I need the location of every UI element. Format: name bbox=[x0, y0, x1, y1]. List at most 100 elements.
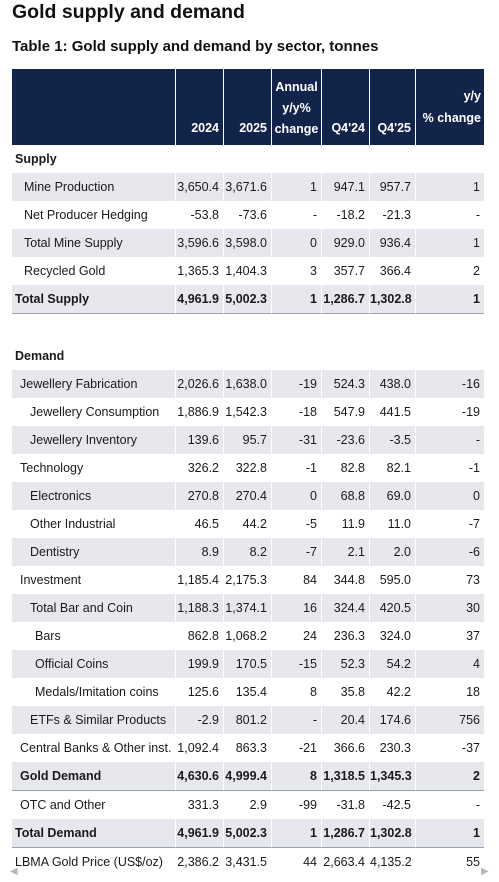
cell-yy: 2 bbox=[473, 264, 480, 278]
row-label: Net Producer Hedging bbox=[12, 201, 176, 229]
table-row-total-demand: Total Demand 4,961.9 5,002.3 1 1,286.7 1… bbox=[12, 819, 484, 848]
cell-yy: -7 bbox=[468, 517, 480, 531]
cell-2024: 4,961.9 bbox=[176, 285, 224, 314]
cell-yy: 18 bbox=[466, 685, 480, 699]
cell-2024: 270.8 bbox=[176, 482, 224, 510]
cell-2025: 3,598.0 bbox=[224, 229, 272, 257]
cell-2024: 1,092.4 bbox=[176, 734, 224, 762]
cell-2024: 326.2 bbox=[176, 454, 224, 482]
header-q4-24: Q4'24 bbox=[322, 69, 370, 145]
row-label: OTC and Other bbox=[12, 791, 176, 819]
cell-yy: 4 bbox=[416, 650, 484, 678]
table-row: ETFs & Similar Products -2.9 801.2 - 20.… bbox=[12, 706, 484, 734]
table-row: Net Producer Hedging -53.8 -73.6 - -18.2… bbox=[12, 201, 484, 229]
cell-q4-25: 1,302.8 bbox=[370, 819, 416, 848]
cell-q4-25: 174.6 bbox=[370, 706, 416, 734]
cell-2024: 139.6 bbox=[176, 426, 224, 454]
cell-2025: 1,374.1 bbox=[224, 594, 272, 622]
row-label: Central Banks & Other inst. bbox=[12, 734, 176, 762]
cell-2024: 862.8 bbox=[176, 622, 224, 650]
chevron-left-icon[interactable]: ◀ bbox=[10, 866, 18, 877]
cell-yy: -1 bbox=[468, 461, 480, 475]
cell-q4-24: 947.1 bbox=[322, 173, 370, 201]
cell-yy: 2 bbox=[416, 762, 484, 791]
cell-annual: 8 bbox=[272, 762, 322, 791]
cell-q4-25: 1,345.3 bbox=[370, 762, 416, 791]
gold-supply-demand-table: 2024 2025 Annual y/y% change Q4'24 Q4'25… bbox=[12, 69, 484, 876]
cell-yy: -16 bbox=[416, 370, 484, 398]
cell-q4-25: 441.5 bbox=[370, 398, 416, 426]
cell-annual: -21 bbox=[272, 734, 322, 762]
cell-2024: 8.9 bbox=[176, 538, 224, 566]
cell-annual: - bbox=[272, 706, 322, 734]
cell-q4-24: 547.9 bbox=[322, 398, 370, 426]
cell-q4-25: 11.0 bbox=[370, 510, 416, 538]
cell-2024: 2,026.6 bbox=[176, 370, 224, 398]
cell-yy: -6 bbox=[416, 538, 484, 566]
cell-2024: 4,630.6 bbox=[176, 762, 224, 791]
cell-q4-24: -23.6 bbox=[322, 426, 370, 454]
row-label: Recycled Gold bbox=[12, 257, 176, 285]
cell-q4-24: 68.8 bbox=[322, 482, 370, 510]
cell-yy: 30 bbox=[416, 594, 484, 622]
cell-q4-24: 1,286.7 bbox=[322, 819, 370, 848]
cell-q4-25: 1,302.8 bbox=[370, 285, 416, 314]
table-row: Total Mine Supply 3,596.6 3,598.0 0 929.… bbox=[12, 229, 484, 257]
cell-q4-24: 1,286.7 bbox=[322, 285, 370, 314]
cell-2025: 270.4 bbox=[224, 482, 272, 510]
cell-annual: -1 bbox=[272, 454, 322, 482]
cell-annual: 1 bbox=[272, 819, 322, 848]
cell-q4-24: 2.1 bbox=[322, 538, 370, 566]
header-annual-line3: change bbox=[274, 122, 319, 136]
cell-yy: - bbox=[475, 798, 480, 812]
cell-q4-24: 82.8 bbox=[322, 454, 370, 482]
cell-q4-25: 54.2 bbox=[370, 650, 416, 678]
cell-2025: 5,002.3 bbox=[224, 819, 272, 848]
row-label: Jewellery Inventory bbox=[12, 426, 176, 454]
table-row-gold-demand: Gold Demand 4,630.6 4,999.4 8 1,318.5 1,… bbox=[12, 762, 484, 791]
row-label: Official Coins bbox=[12, 650, 176, 678]
cell-annual: -99 bbox=[272, 791, 322, 819]
cell-q4-25: 230.3 bbox=[370, 734, 416, 762]
table-row: LBMA Gold Price (US$/oz) 2,386.2 3,431.5… bbox=[12, 848, 484, 876]
cell-2025: 2,175.3 bbox=[224, 566, 272, 594]
table-row: Official Coins 199.9 170.5 -15 52.3 54.2… bbox=[12, 650, 484, 678]
cell-2025: 2.9 bbox=[224, 791, 272, 819]
cell-yy: 1 bbox=[416, 285, 484, 314]
cell-annual: -5 bbox=[272, 510, 322, 538]
cell-q4-25: 69.0 bbox=[370, 482, 416, 510]
cell-2025: 801.2 bbox=[224, 706, 272, 734]
cell-yy: 1 bbox=[416, 229, 484, 257]
section-label-supply: Supply bbox=[15, 152, 57, 166]
section-row-demand: Demand bbox=[12, 342, 484, 370]
cell-2025: 95.7 bbox=[224, 426, 272, 454]
header-2025: 2025 bbox=[224, 69, 272, 145]
cell-yy: 37 bbox=[466, 629, 480, 643]
cell-2025: 1,404.3 bbox=[224, 257, 272, 285]
table-row: Central Banks & Other inst. 1,092.4 863.… bbox=[12, 734, 484, 762]
cell-q4-24: 236.3 bbox=[322, 622, 370, 650]
header-q4-25: Q4'25 bbox=[370, 69, 416, 145]
row-label: Total Bar and Coin bbox=[12, 594, 176, 622]
cell-q4-24: 35.8 bbox=[322, 678, 370, 706]
cell-q4-24: 357.7 bbox=[322, 257, 370, 285]
cell-q4-25: 957.7 bbox=[370, 173, 416, 201]
table-row: OTC and Other 331.3 2.9 -99 -31.8 -42.5 … bbox=[12, 791, 484, 819]
cell-2025: 3,431.5 bbox=[224, 848, 272, 876]
cell-q4-24: 929.0 bbox=[322, 229, 370, 257]
header-yy-line2: % change bbox=[422, 111, 481, 125]
cell-yy: 55 bbox=[466, 855, 480, 869]
cell-annual: -31 bbox=[272, 426, 322, 454]
cell-q4-25: -42.5 bbox=[370, 791, 416, 819]
chevron-right-icon[interactable]: ▶ bbox=[481, 866, 489, 877]
row-label: Other Industrial bbox=[12, 510, 176, 538]
table-row: Other Industrial 46.5 44.2 -5 11.9 11.0 … bbox=[12, 510, 484, 538]
page-title: Gold supply and demand bbox=[12, 1, 245, 23]
cell-2024: 4,961.9 bbox=[176, 819, 224, 848]
table-row: Jewellery Consumption 1,886.9 1,542.3 -1… bbox=[12, 398, 484, 426]
cell-2024: -2.9 bbox=[176, 706, 224, 734]
row-label: Investment bbox=[12, 566, 176, 594]
cell-q4-24: -18.2 bbox=[322, 201, 370, 229]
cell-q4-25: 4,135.2 bbox=[370, 848, 416, 876]
